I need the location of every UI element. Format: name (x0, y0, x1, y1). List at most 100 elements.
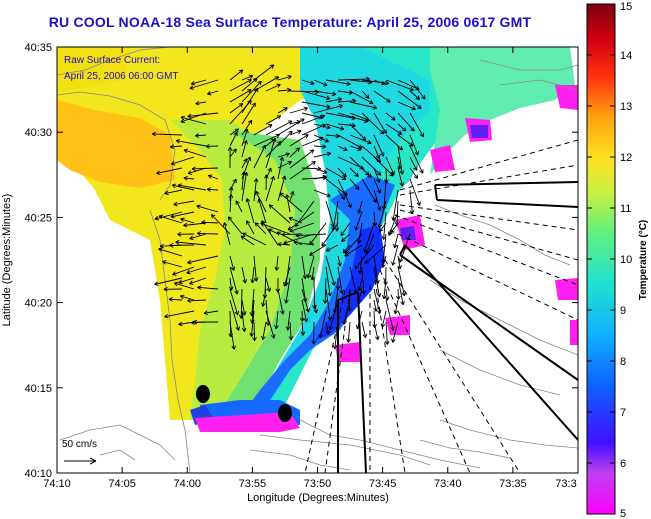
current-vector-head (416, 202, 421, 206)
current-vector-head (379, 227, 381, 232)
current-vector-head (172, 271, 176, 276)
current-vector (180, 295, 195, 301)
current-vector (382, 233, 387, 264)
current-vector (373, 288, 381, 314)
current-vector-head (376, 190, 381, 194)
y-tick-label: 40:25 (24, 212, 52, 224)
current-vector-head (337, 97, 342, 100)
current-vector-head (180, 218, 184, 223)
current-vector (265, 120, 293, 136)
current-vector-head (236, 128, 240, 133)
scale-arrow (64, 457, 97, 465)
current-vector (301, 114, 326, 125)
current-vector-head (276, 134, 280, 139)
current-vector (361, 178, 377, 203)
current-vector-head (327, 316, 331, 321)
current-vector-head (401, 170, 405, 175)
current-vector-head (301, 118, 305, 123)
current-vector (344, 244, 363, 257)
current-vector (385, 288, 388, 301)
current-vector-head (261, 220, 266, 223)
current-vector (313, 167, 328, 174)
current-vector (325, 123, 345, 130)
current-vector-head (228, 186, 232, 191)
current-vector (191, 79, 207, 85)
y-axis-label: Latitude (Degrees:Minutes) (1, 194, 13, 327)
current-vector (253, 124, 273, 136)
current-vector-head (419, 104, 422, 109)
current-vector (301, 137, 324, 147)
current-vector-head (419, 134, 424, 138)
current-vector-head (169, 146, 174, 150)
current-vector-head (419, 170, 424, 174)
current-vector-head (275, 325, 279, 330)
current-vector-head (329, 292, 333, 297)
current-vector-head (382, 131, 387, 134)
current-vector-head (379, 293, 382, 298)
current-vector (349, 167, 359, 177)
current-vector-head (310, 83, 315, 86)
current-vector-head (260, 222, 265, 224)
current-vector (344, 233, 363, 254)
current-vector (152, 133, 183, 136)
current-vector (329, 299, 339, 331)
current-vector-head (413, 176, 418, 179)
current-vector (178, 277, 195, 284)
current-vector-head (404, 127, 407, 132)
current-vector-head (376, 179, 380, 183)
current-vector-head (177, 184, 182, 188)
current-vector-head (233, 131, 238, 135)
current-vector (313, 299, 317, 314)
current-vector-head (382, 264, 386, 268)
current-vector-head (288, 130, 293, 133)
current-vector (183, 149, 207, 158)
current-vector (250, 310, 255, 337)
current-vector (241, 120, 253, 136)
current-vector (313, 90, 337, 95)
y-tick-label: 40:10 (24, 468, 52, 480)
current-vector (397, 167, 403, 187)
current-vector-head (183, 222, 187, 226)
current-vector-head (283, 242, 288, 245)
current-vector (357, 288, 363, 303)
current-vector-head (340, 233, 345, 237)
x-tick-label: 74:00 (173, 478, 201, 490)
current-vector (349, 79, 372, 83)
current-vector (154, 277, 183, 285)
current-vector-head (391, 216, 394, 221)
current-vector (409, 189, 413, 214)
current-vector (246, 198, 255, 224)
current-vector (242, 232, 267, 246)
current-vector (373, 134, 385, 157)
current-vector (275, 310, 279, 329)
current-vector-head (193, 319, 198, 323)
current-vector-head (251, 279, 255, 284)
current-vector (277, 175, 286, 202)
current-vector (389, 222, 399, 235)
current-vector (337, 78, 370, 81)
current-vector (409, 90, 420, 100)
sst-purple-patches (400, 125, 488, 240)
current-vector-head (261, 302, 264, 307)
current-vector (277, 153, 290, 158)
current-vector (313, 104, 343, 114)
current-vector (269, 204, 291, 224)
current-vector-head (178, 321, 182, 325)
current-vector-head (324, 299, 328, 304)
current-vector-head (197, 286, 202, 290)
current-vector-head (326, 195, 331, 198)
current-vector-head (370, 99, 374, 104)
current-vector (392, 321, 399, 343)
map-title: RU COOL NOAA-18 Sea Surface Temperature:… (48, 14, 532, 30)
current-vector-head (169, 245, 174, 248)
current-vector-head (246, 129, 249, 134)
current-vector-head (163, 286, 168, 290)
current-vector-head (158, 248, 162, 252)
y-axis: 40:35 40:30 40:25 40:20 40:15 40:10 (24, 42, 578, 480)
current-vector (197, 286, 219, 290)
current-vector-head (187, 298, 192, 302)
current-vector-head (190, 320, 195, 324)
current-vector-head (178, 282, 183, 284)
current-vector-head (412, 105, 416, 110)
current-vector-head (338, 98, 343, 102)
